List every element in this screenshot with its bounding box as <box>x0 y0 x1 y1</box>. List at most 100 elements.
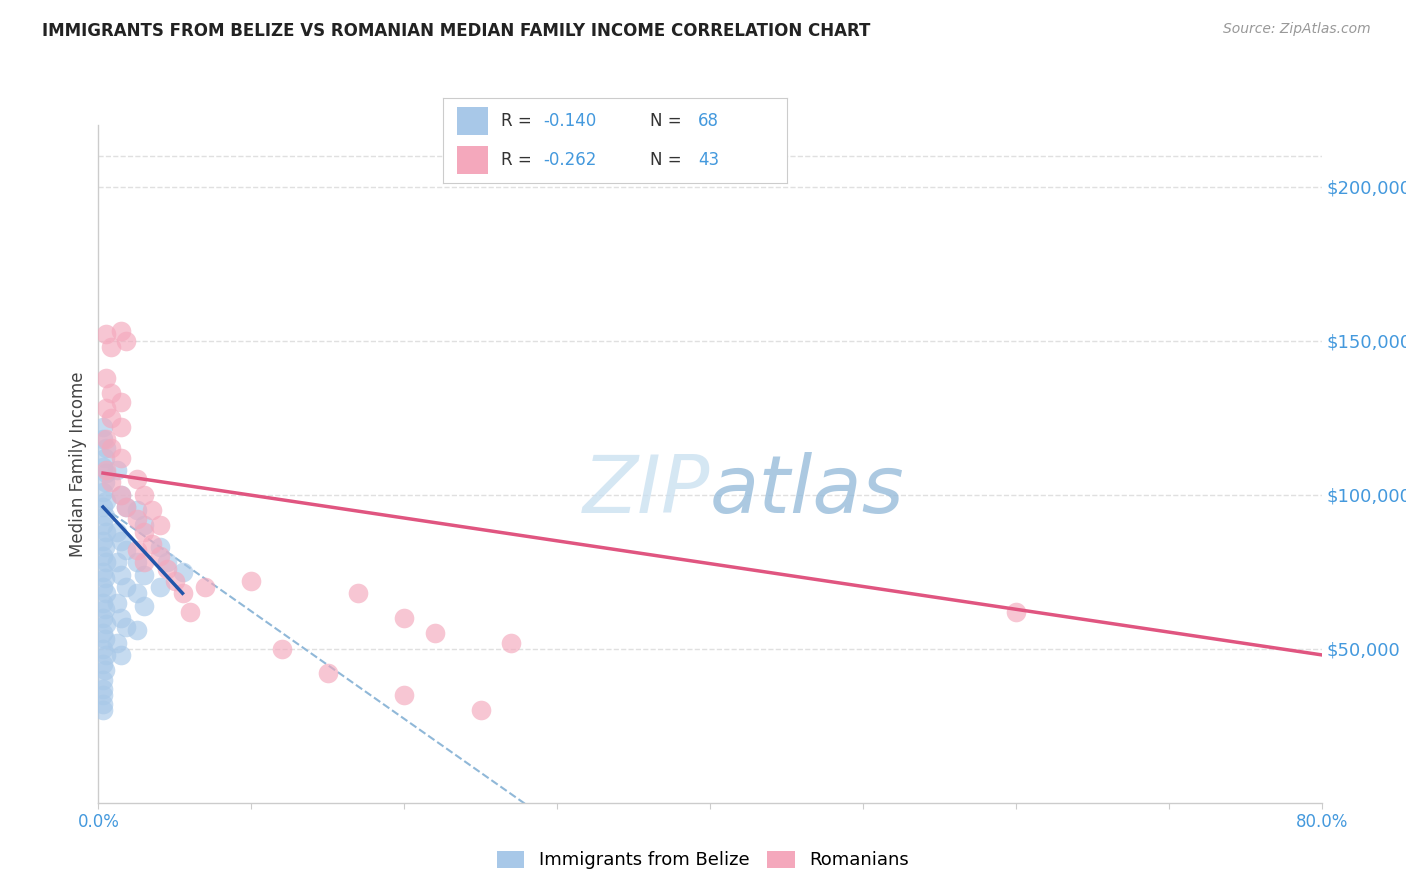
Point <box>149 549 172 564</box>
Point <box>163 574 186 588</box>
Point <box>93 601 115 615</box>
Point <box>179 605 201 619</box>
Point <box>110 567 132 582</box>
Point <box>125 556 148 570</box>
Text: N =: N = <box>650 151 686 169</box>
Y-axis label: Median Family Income: Median Family Income <box>69 371 87 557</box>
Point <box>194 580 217 594</box>
Point <box>501 635 523 649</box>
Text: Source: ZipAtlas.com: Source: ZipAtlas.com <box>1223 22 1371 37</box>
Point <box>110 488 132 502</box>
Point <box>91 611 114 625</box>
Point <box>156 556 179 570</box>
Point <box>94 586 117 600</box>
Text: -0.140: -0.140 <box>543 112 596 130</box>
Point <box>156 561 179 575</box>
Text: IMMIGRANTS FROM BELIZE VS ROMANIAN MEDIAN FAMILY INCOME CORRELATION CHART: IMMIGRANTS FROM BELIZE VS ROMANIAN MEDIA… <box>42 22 870 40</box>
Point <box>94 370 117 384</box>
Point <box>91 432 114 446</box>
Point <box>110 420 132 434</box>
Legend: Immigrants from Belize, Romanians: Immigrants from Belize, Romanians <box>488 842 918 879</box>
Point <box>105 595 128 609</box>
Point <box>172 586 194 600</box>
Point <box>91 500 114 514</box>
Point <box>149 540 172 554</box>
Point <box>93 632 115 647</box>
Point <box>115 620 138 634</box>
Point <box>94 524 117 539</box>
Point <box>100 410 122 425</box>
Point <box>91 459 114 474</box>
Point <box>94 648 117 662</box>
Point <box>93 509 115 524</box>
Point <box>91 681 114 696</box>
Point <box>134 488 156 502</box>
Point <box>110 395 132 409</box>
Point <box>91 420 114 434</box>
Text: R =: R = <box>502 151 537 169</box>
Point <box>93 450 115 465</box>
Point <box>105 635 128 649</box>
Point <box>125 586 148 600</box>
Point <box>94 401 117 416</box>
Point <box>125 503 148 517</box>
Point <box>94 617 117 632</box>
Point <box>125 624 148 638</box>
Bar <box>457 145 488 175</box>
Point <box>94 493 117 508</box>
Point <box>91 595 114 609</box>
Point <box>91 549 114 564</box>
Point <box>100 442 122 456</box>
Text: atlas: atlas <box>710 452 905 530</box>
Point <box>91 580 114 594</box>
Text: -0.262: -0.262 <box>543 151 596 169</box>
Point <box>94 327 117 342</box>
Point <box>1004 605 1026 619</box>
Point <box>134 518 156 533</box>
Point <box>134 524 156 539</box>
Point <box>110 648 132 662</box>
Point <box>423 626 446 640</box>
Text: ZIP: ZIP <box>582 452 710 530</box>
Point <box>91 565 114 579</box>
Point <box>100 475 122 490</box>
Point <box>94 463 117 477</box>
Point <box>110 611 132 625</box>
Point <box>347 586 370 600</box>
Point <box>134 599 156 613</box>
Point <box>93 663 115 677</box>
Point <box>100 340 122 354</box>
Point <box>125 543 148 558</box>
Point <box>91 533 114 548</box>
Point <box>110 324 132 338</box>
Text: 68: 68 <box>697 112 718 130</box>
Bar <box>457 107 488 136</box>
Point <box>94 442 117 456</box>
Point <box>392 611 416 625</box>
Point <box>105 524 128 539</box>
Point <box>93 540 115 554</box>
Point <box>115 543 138 558</box>
Point <box>93 475 115 490</box>
Point <box>94 432 117 446</box>
Point <box>91 673 114 687</box>
Point <box>93 571 115 585</box>
Point <box>134 556 156 570</box>
Point <box>91 657 114 672</box>
Point <box>91 641 114 656</box>
Point <box>110 450 132 465</box>
Point <box>115 500 138 514</box>
Point <box>110 533 132 548</box>
Point <box>141 537 163 551</box>
Text: N =: N = <box>650 112 686 130</box>
Point <box>172 565 194 579</box>
Point <box>149 518 172 533</box>
Point <box>316 666 339 681</box>
Point <box>91 703 114 717</box>
Point <box>470 703 492 717</box>
Point <box>91 688 114 702</box>
Point <box>110 488 132 502</box>
Text: 43: 43 <box>697 151 718 169</box>
Point <box>94 556 117 570</box>
Text: R =: R = <box>502 112 537 130</box>
